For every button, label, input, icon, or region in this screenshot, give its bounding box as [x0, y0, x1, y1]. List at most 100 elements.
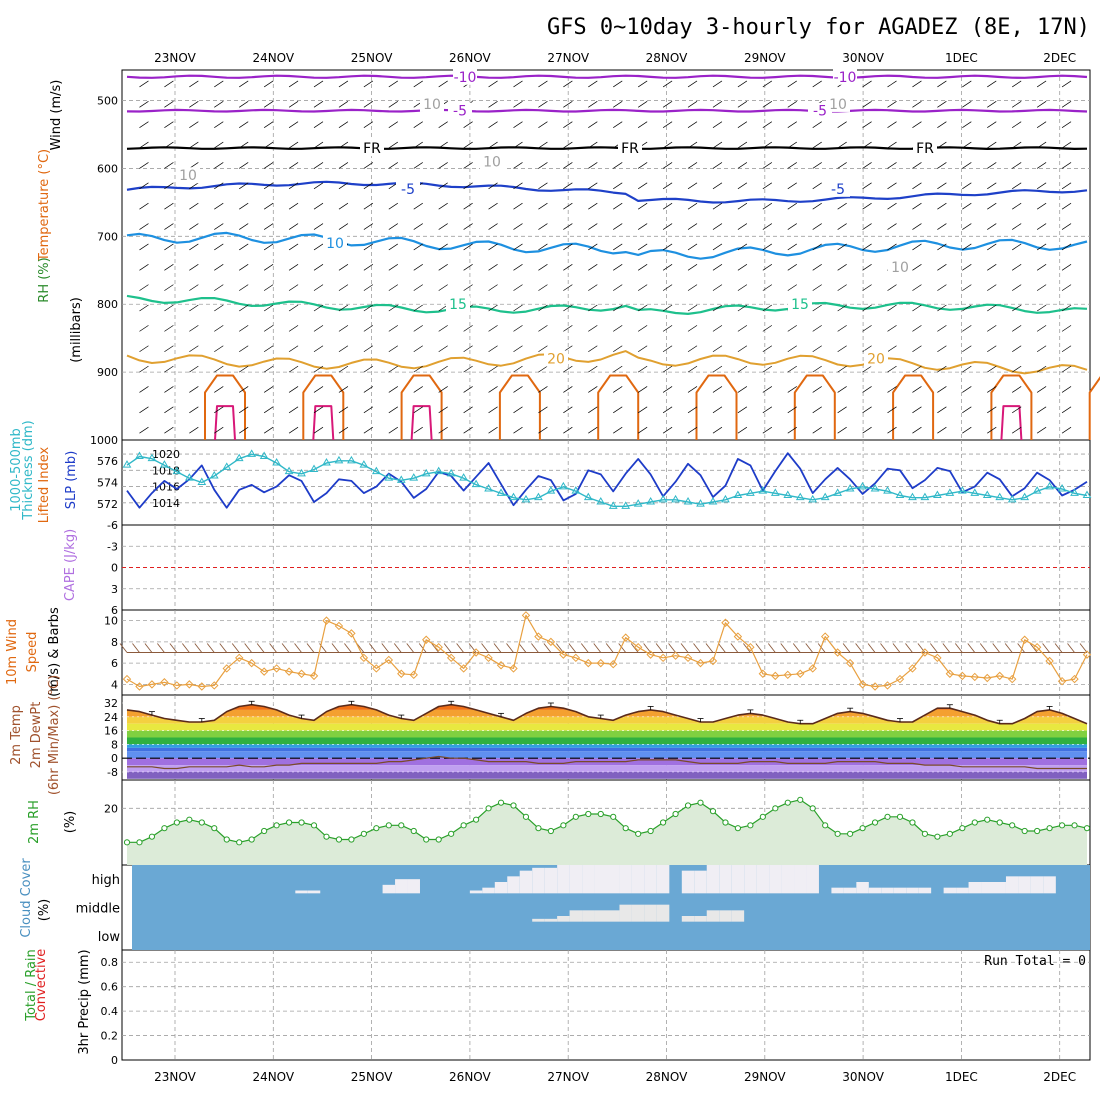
wind-barb: [1061, 243, 1072, 251]
thickness-point: [920, 492, 930, 501]
wind-barb: [438, 80, 448, 88]
wind-barb: [413, 386, 423, 393]
wind-barb: [762, 121, 773, 128]
rh-point: [1021, 827, 1028, 835]
wind-barb: [463, 243, 473, 251]
wind-speed-point: [571, 653, 581, 663]
wind10-barb: [842, 643, 851, 653]
thickness-point: [147, 453, 157, 462]
y-tick-right: 1020: [152, 448, 180, 461]
wind-speed-point: [1045, 656, 1054, 666]
wind-barb: [1061, 223, 1072, 230]
cloud-gap: [532, 918, 545, 922]
y-tick-label: 3: [111, 583, 118, 596]
cloud-gap: [1005, 876, 1019, 894]
panel-ylabel: Total / Rain: [24, 949, 39, 1022]
wind-barb: [1036, 426, 1047, 434]
wind-barb: [912, 182, 922, 190]
panel-ylabel: Thickness (dm): [21, 420, 36, 520]
wind-barb: [413, 304, 423, 312]
wind-barb: [887, 101, 897, 108]
y-tick-label: 8: [111, 738, 118, 751]
warm-contour-25: [990, 374, 1033, 440]
wind-barb: [1012, 345, 1022, 353]
wind-barb: [413, 263, 423, 271]
y-tick-label: 500: [97, 95, 118, 108]
wind-barb: [538, 365, 548, 373]
contour-label: 10: [891, 260, 909, 276]
contour-label: -5: [813, 104, 827, 120]
wind-barb: [388, 263, 399, 271]
thickness-point: [172, 466, 182, 475]
wind-barb: [139, 426, 149, 434]
wind-barb: [438, 202, 448, 210]
wind-barb: [712, 284, 723, 291]
panel-ylabel: (6hr Min/Max) (°C): [47, 675, 62, 795]
wind-barb: [338, 80, 349, 88]
thickness-point: [509, 492, 518, 501]
wind-barb: [363, 101, 374, 108]
wind10-barb: [443, 643, 452, 653]
wind-barb: [762, 263, 773, 271]
wind-barb: [1012, 426, 1022, 434]
wind-barb: [962, 426, 972, 434]
wind-barb: [1012, 243, 1022, 251]
wind-barb: [438, 406, 448, 414]
wind-barb: [388, 365, 399, 373]
wind-barb: [962, 141, 972, 149]
wind-barb: [338, 386, 349, 393]
wind-barb: [1036, 141, 1047, 149]
date-label-bottom: 25NOV: [351, 1070, 393, 1084]
wind-barb: [662, 263, 673, 271]
contour-label: 10: [423, 97, 441, 113]
temp-band: [127, 751, 1087, 759]
thickness-point: [484, 484, 493, 492]
cloud-gap: [719, 910, 732, 922]
rh-point: [722, 819, 729, 826]
wind-barb: [962, 223, 972, 230]
rh-point: [373, 825, 380, 832]
wind-speed-point: [796, 669, 805, 678]
thickness-point: [384, 473, 394, 481]
wind-barb: [338, 325, 349, 332]
wind-barb: [1036, 325, 1047, 332]
wind-barb: [1061, 202, 1072, 210]
wind-barb: [189, 386, 199, 393]
wind-barb: [1012, 141, 1022, 149]
wind-barb: [862, 202, 872, 210]
cloud-gap: [1030, 876, 1044, 894]
wind-barb: [762, 325, 773, 332]
wind-speed-point: [621, 633, 630, 642]
wind-speed-point: [1020, 635, 1029, 644]
wind-barb: [812, 121, 822, 128]
thickness-point: [446, 468, 456, 477]
wind10-barb: [905, 643, 913, 653]
wind-barb: [962, 121, 972, 128]
wind-barb: [787, 325, 797, 332]
rh-point: [585, 810, 592, 818]
wind-barb: [214, 141, 224, 149]
wind10-barb: [942, 643, 951, 653]
wind-barb: [1061, 386, 1072, 393]
isotherm-5: [126, 180, 1088, 204]
wind-barb: [588, 80, 598, 88]
wind-barb: [313, 223, 324, 230]
temp-band: [127, 716, 1087, 724]
date-label-top: 30NOV: [842, 51, 884, 65]
wind10-barb: [1029, 643, 1038, 653]
wind10-barb: [805, 643, 814, 653]
wind-barb: [912, 162, 922, 169]
wind-barb: [288, 406, 299, 414]
contour-label: -5: [453, 104, 467, 120]
wind-speed-point: [135, 682, 144, 691]
precip-panel: 0.8 0.6 0.4 0.2 0 Run Total = 0: [101, 954, 1090, 1067]
wind-barb: [1036, 162, 1047, 169]
wind-barb: [637, 121, 648, 128]
wind-barb: [313, 162, 324, 169]
wind-barb: [687, 80, 698, 88]
wind-speed-point: [758, 669, 768, 678]
wind10-barb: [244, 643, 253, 653]
wind-speed-point: [970, 672, 979, 682]
rh-point: [784, 799, 791, 806]
